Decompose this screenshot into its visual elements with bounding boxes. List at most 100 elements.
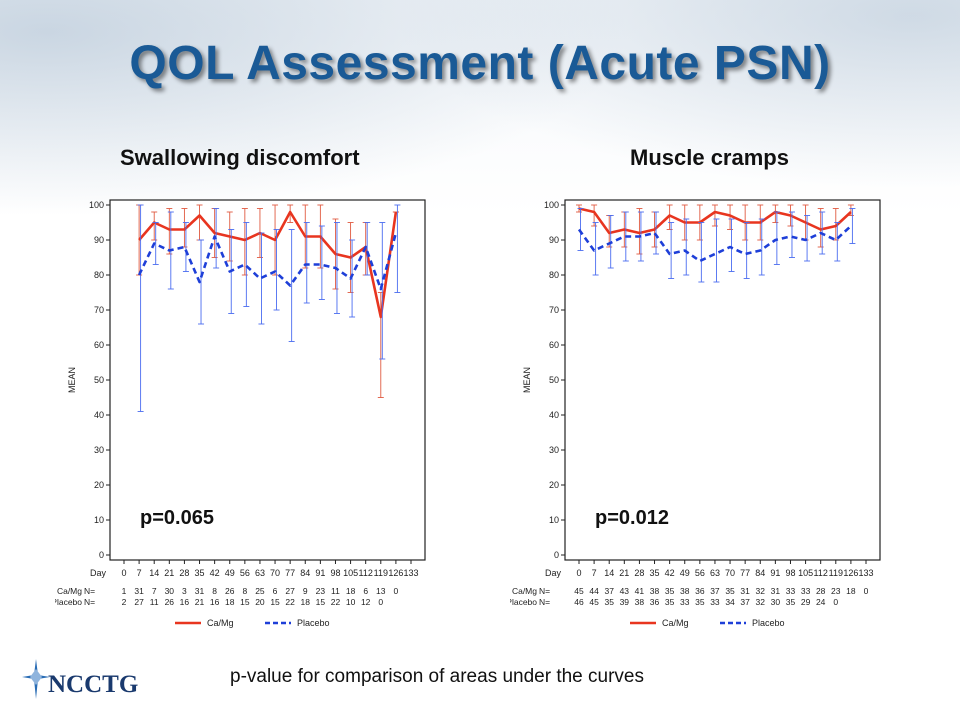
x-tick-label: 70 [270,568,280,578]
n-count: 20 [255,597,265,607]
footer-note: p-value for comparison of areas under th… [230,666,644,687]
n-count: 44 [589,586,599,596]
x-tick-label: 7 [592,568,597,578]
n-count: 43 [620,586,630,596]
n-count: 15 [316,597,326,607]
n-row-label: Placebo [510,597,537,607]
x-tick-label: 28 [634,568,644,578]
n-count: 39 [620,597,630,607]
n-count: 15 [270,597,280,607]
n-count: 33 [801,586,811,596]
y-tick-label: 30 [94,445,104,455]
n-count: 21 [195,597,205,607]
n-count: 0 [378,597,383,607]
p-value-annotation: p=0.012 [595,507,669,529]
x-tick-label: 7 [137,568,142,578]
y-tick-label: 80 [94,270,104,280]
y-tick-label: 70 [549,305,559,315]
n-count: 35 [665,597,675,607]
n-count: 35 [604,597,614,607]
y-tick-label: 20 [549,480,559,490]
n-count: 11 [331,586,340,596]
y-tick-label: 90 [94,235,104,245]
n-count: 27 [134,597,144,607]
y-tick-label: 0 [99,550,104,560]
n-count: 30 [771,597,781,607]
x-tick-label: 35 [195,568,205,578]
n-row-label: Placebo [55,597,82,607]
legend-label-placebo: Placebo [297,618,330,628]
series-line-placebo [577,225,852,263]
x-tick-label: 105 [343,568,358,578]
n-count: 23 [316,586,326,596]
y-tick-label: 20 [94,480,104,490]
x-tick-label: 21 [619,568,629,578]
n-count: 30 [165,586,175,596]
n-row-label: Ca/Mg [57,586,82,596]
x-tick-label: 42 [210,568,220,578]
n-count: 10 [346,597,356,607]
chart-muscle-cramps: 0 10 20 30 40 50 60 70 80 90 100 MEAN Day 0 7 14 21 28 35 4… [510,199,881,628]
n-count: 8 [242,586,247,596]
x-tick-label: 42 [665,568,675,578]
y-tick-label: 50 [94,375,104,385]
n-count: 13 [376,586,386,596]
n-count: 29 [801,597,811,607]
y-tick-label: 0 [554,550,559,560]
y-tick-label: 80 [549,270,559,280]
n-count: 36 [695,586,705,596]
n-count: 6 [273,586,278,596]
n-count: 45 [589,597,599,607]
x-tick-label: 63 [710,568,720,578]
chart-title-swallowing: Swallowing discomfort [120,145,360,170]
x-tick-label: 35 [650,568,660,578]
y-axis-label: MEAN [522,367,532,393]
n-count: 2 [122,597,127,607]
n-row-prefix: N= [539,597,550,607]
n-row-prefix: N= [84,586,95,596]
n-count: 34 [725,597,735,607]
n-count: 31 [134,586,144,596]
n-count: 18 [301,597,311,607]
n-count: 11 [150,597,159,607]
x-tick-label: 70 [725,568,735,578]
x-tick-label: 98 [785,568,795,578]
n-count: 8 [212,586,217,596]
n-count: 37 [604,586,614,596]
n-count: 28 [816,586,826,596]
x-tick-label: 133 [403,568,418,578]
x-tick-label: 56 [695,568,705,578]
n-count: 36 [650,597,660,607]
y-tick-label: 90 [549,235,559,245]
n-row-label: Ca/Mg [512,586,537,596]
n-count: 18 [225,597,235,607]
x-axis-label: Day [545,568,562,578]
x-tick-label: 49 [680,568,690,578]
n-count: 35 [786,597,796,607]
n-count: 35 [665,586,675,596]
logo-text: NCCTG [48,671,138,698]
x-tick-label: 49 [225,568,235,578]
legend-label-camg: Ca/Mg [662,618,689,628]
n-count: 24 [816,597,826,607]
plot-frame [564,199,881,561]
y-tick-label: 100 [89,200,104,210]
x-tick-label: 105 [798,568,813,578]
y-tick-label: 70 [94,305,104,315]
n-count: 37 [740,597,750,607]
n-count: 38 [635,597,645,607]
n-count: 7 [152,586,157,596]
x-tick-label: 119 [374,568,388,578]
n-count: 22 [331,597,341,607]
x-tick-label: 77 [285,568,295,578]
n-count: 0 [864,586,869,596]
y-axis-label: MEAN [67,367,77,393]
n-count: 22 [285,597,295,607]
y-tick-label: 100 [544,200,559,210]
x-axis-label: Day [90,568,107,578]
n-count: 46 [574,597,584,607]
n-count: 0 [833,597,838,607]
n-count: 32 [756,586,766,596]
n-count: 23 [831,586,841,596]
n-count: 45 [574,586,584,596]
